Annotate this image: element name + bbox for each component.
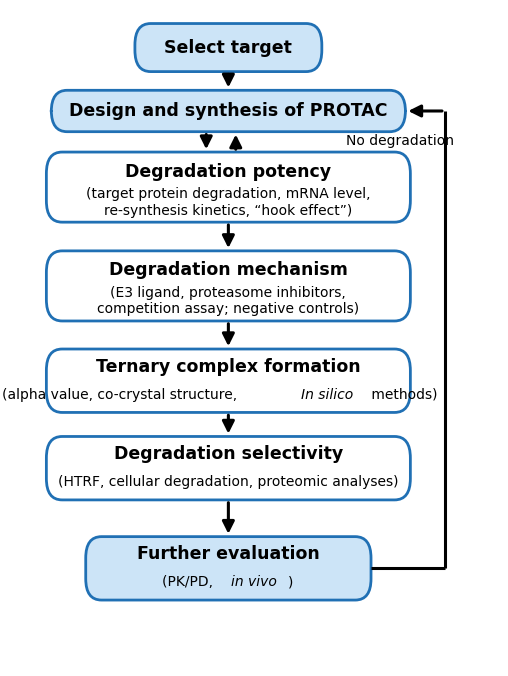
Text: methods): methods) — [367, 387, 437, 402]
Text: In silico: In silico — [301, 387, 354, 402]
FancyBboxPatch shape — [46, 349, 410, 412]
Text: Degradation potency: Degradation potency — [125, 163, 331, 180]
Text: Degradation mechanism: Degradation mechanism — [109, 262, 348, 279]
Text: (E3 ligand, proteasome inhibitors,
competition assay; negative controls): (E3 ligand, proteasome inhibitors, compe… — [98, 286, 360, 316]
Text: (target protein degradation, mRNA level,
re-synthesis kinetics, “hook effect”): (target protein degradation, mRNA level,… — [86, 187, 371, 218]
FancyBboxPatch shape — [86, 537, 371, 600]
FancyBboxPatch shape — [46, 437, 410, 500]
FancyBboxPatch shape — [135, 24, 322, 72]
Text: ): ) — [288, 575, 294, 589]
Text: Degradation selectivity: Degradation selectivity — [114, 445, 343, 463]
Text: Design and synthesis of PROTAC: Design and synthesis of PROTAC — [69, 102, 388, 120]
FancyBboxPatch shape — [46, 251, 410, 321]
Text: (PK/PD,: (PK/PD, — [162, 575, 217, 589]
Text: (alpha value, co-crystal structure,: (alpha value, co-crystal structure, — [2, 387, 242, 402]
Text: Further evaluation: Further evaluation — [137, 546, 320, 563]
FancyBboxPatch shape — [51, 91, 405, 132]
Text: Ternary complex formation: Ternary complex formation — [96, 358, 361, 376]
FancyBboxPatch shape — [46, 152, 410, 222]
Text: No degradation: No degradation — [346, 134, 455, 148]
Text: (HTRF, cellular degradation, proteomic analyses): (HTRF, cellular degradation, proteomic a… — [58, 475, 399, 489]
Text: Select target: Select target — [165, 39, 292, 57]
Text: in vivo: in vivo — [231, 575, 277, 589]
